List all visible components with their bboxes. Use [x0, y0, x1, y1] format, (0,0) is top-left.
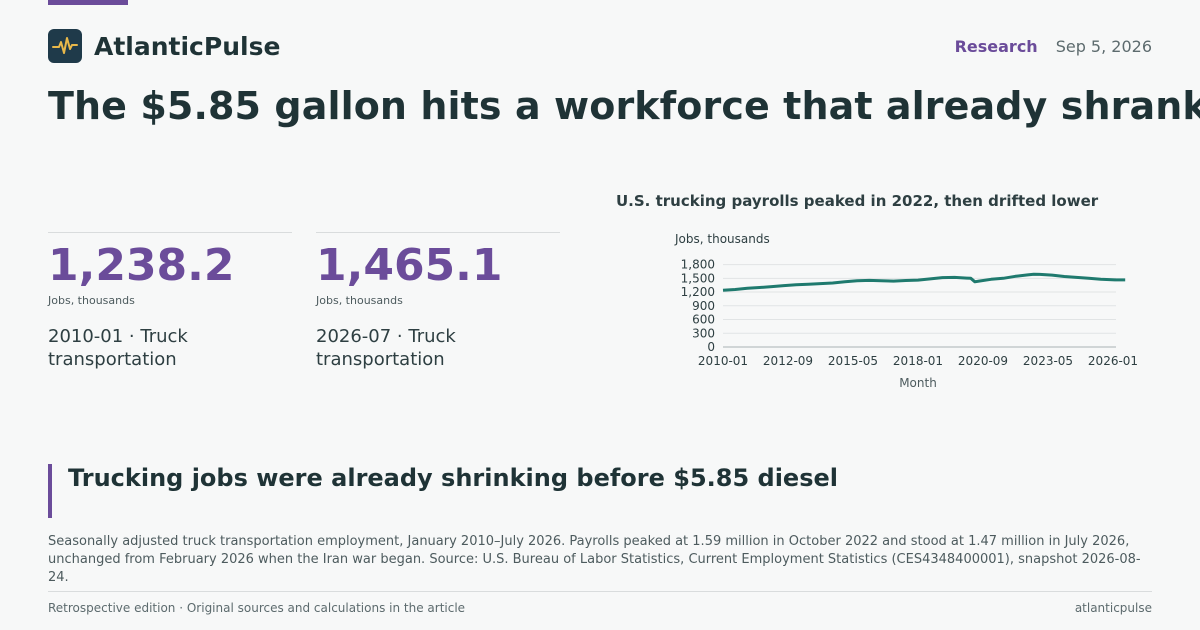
x-tick-label: 2020-09 [958, 354, 1008, 368]
kpi-value: 1,238.2 [48, 240, 235, 291]
x-tick-label: 2026-01 [1088, 354, 1138, 368]
x-tick-label: 2023-05 [1023, 354, 1073, 368]
x-tick-label: 2010-01 [698, 354, 748, 368]
kpi-value: 1,465.1 [316, 240, 503, 291]
y-axis-label: Jobs, thousands [674, 232, 770, 246]
kpi-unit: Jobs, thousands [48, 294, 135, 307]
publish-date: Sep 5, 2026 [1055, 36, 1152, 56]
x-tick-label: 2012-09 [763, 354, 813, 368]
top-accent-bar [48, 0, 128, 5]
kpi-label: 2010-01 · Truck transportation [48, 326, 188, 370]
x-tick-label: 2015-05 [828, 354, 878, 368]
kpi-label: 2026-07 · Truck transportation [316, 326, 456, 370]
y-tick-label: 0 [707, 340, 715, 354]
y-tick-label: 300 [692, 326, 715, 340]
chart-title: U.S. trucking payrolls peaked in 2022, t… [616, 192, 1099, 210]
y-tick-label: 1,200 [681, 285, 715, 299]
section-title: Trucking jobs were already shrinking bef… [68, 464, 838, 492]
kpi-card: 1,238.2 Jobs, thousands 2010-01 · Truck … [48, 232, 292, 371]
headline: The $5.85 gallon hits a workforce that a… [48, 84, 1200, 128]
x-axis-label: Month [899, 376, 937, 390]
section-link-research[interactable]: Research [954, 36, 1038, 56]
site-header: AtlanticPulse Research Sep 5, 2026 [48, 28, 1152, 64]
footer-site[interactable]: atlanticpulse [1074, 601, 1152, 615]
section-heading-block: Trucking jobs were already shrinking bef… [48, 464, 838, 518]
y-tick-label: 900 [692, 299, 715, 313]
pulse-icon-graphic [52, 37, 78, 54]
chart-description: Seasonally adjusted truck transportation… [48, 534, 1141, 585]
footer: Retrospective edition · Original sources… [48, 591, 1152, 615]
x-tick-label: 2018-01 [893, 354, 943, 368]
brand[interactable]: AtlanticPulse [48, 29, 280, 63]
kpi-unit: Jobs, thousands [316, 294, 403, 307]
y-tick-label: 1,800 [681, 258, 715, 272]
pulse-icon [48, 29, 82, 63]
y-tick-label: 600 [692, 313, 715, 327]
line-chart: Jobs, thousands 03006009001,2001,5001,800… [674, 232, 1138, 390]
footer-note: Retrospective edition · Original sources… [48, 601, 466, 615]
series-line [722, 272, 1126, 292]
kpi-card: 1,465.1 Jobs, thousands 2026-07 · Truck … [316, 232, 560, 371]
y-tick-label: 1,500 [681, 271, 715, 285]
brand-name: AtlanticPulse [94, 31, 281, 61]
header-meta: Research Sep 5, 2026 [955, 37, 1152, 56]
